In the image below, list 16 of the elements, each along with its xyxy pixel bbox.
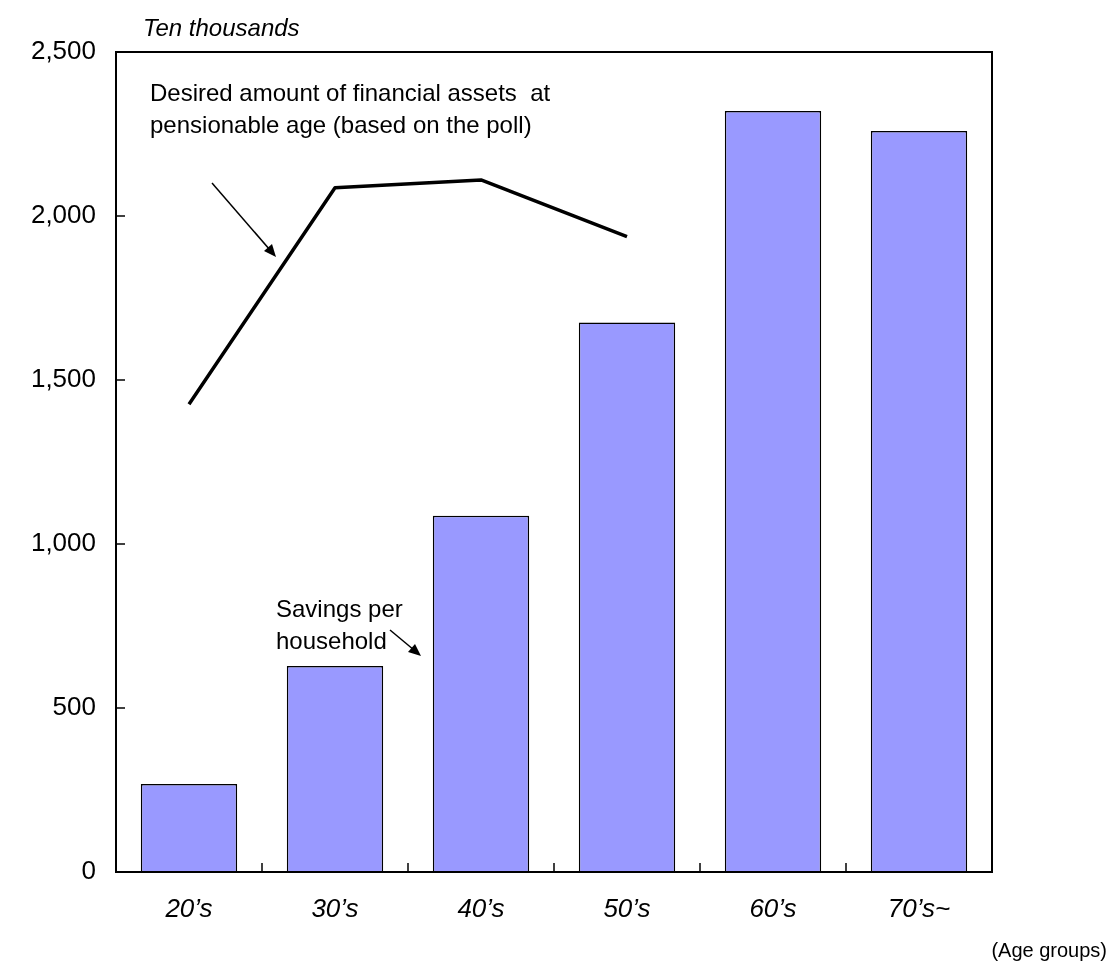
y-tick-label: 2,000 — [30, 199, 96, 230]
x-tick-label: 20’s — [164, 892, 213, 923]
y-tick-label: 2,500 — [30, 35, 96, 66]
x-tick-label: 60’s — [749, 892, 797, 923]
y-tick-label: 500 — [52, 691, 96, 722]
y-tick-label: 1,000 — [30, 527, 96, 558]
x-tick-label: 70’s~ — [887, 892, 951, 923]
x-tick-label: 50’s — [603, 892, 651, 923]
x-axis-title: (Age groups) — [991, 938, 1107, 961]
y-tick-label: 0 — [81, 855, 96, 886]
x-tick-label: 40’s — [457, 892, 505, 923]
x-tick-label: 30’s — [311, 892, 359, 923]
y-axis-title: Ten thousands — [143, 14, 300, 41]
y-tick-label: 1,500 — [30, 363, 96, 394]
text: Desired amount of financial assets at pensionable age (based on the poll) — [150, 78, 551, 138]
series-label: Savings per household — [276, 594, 403, 654]
